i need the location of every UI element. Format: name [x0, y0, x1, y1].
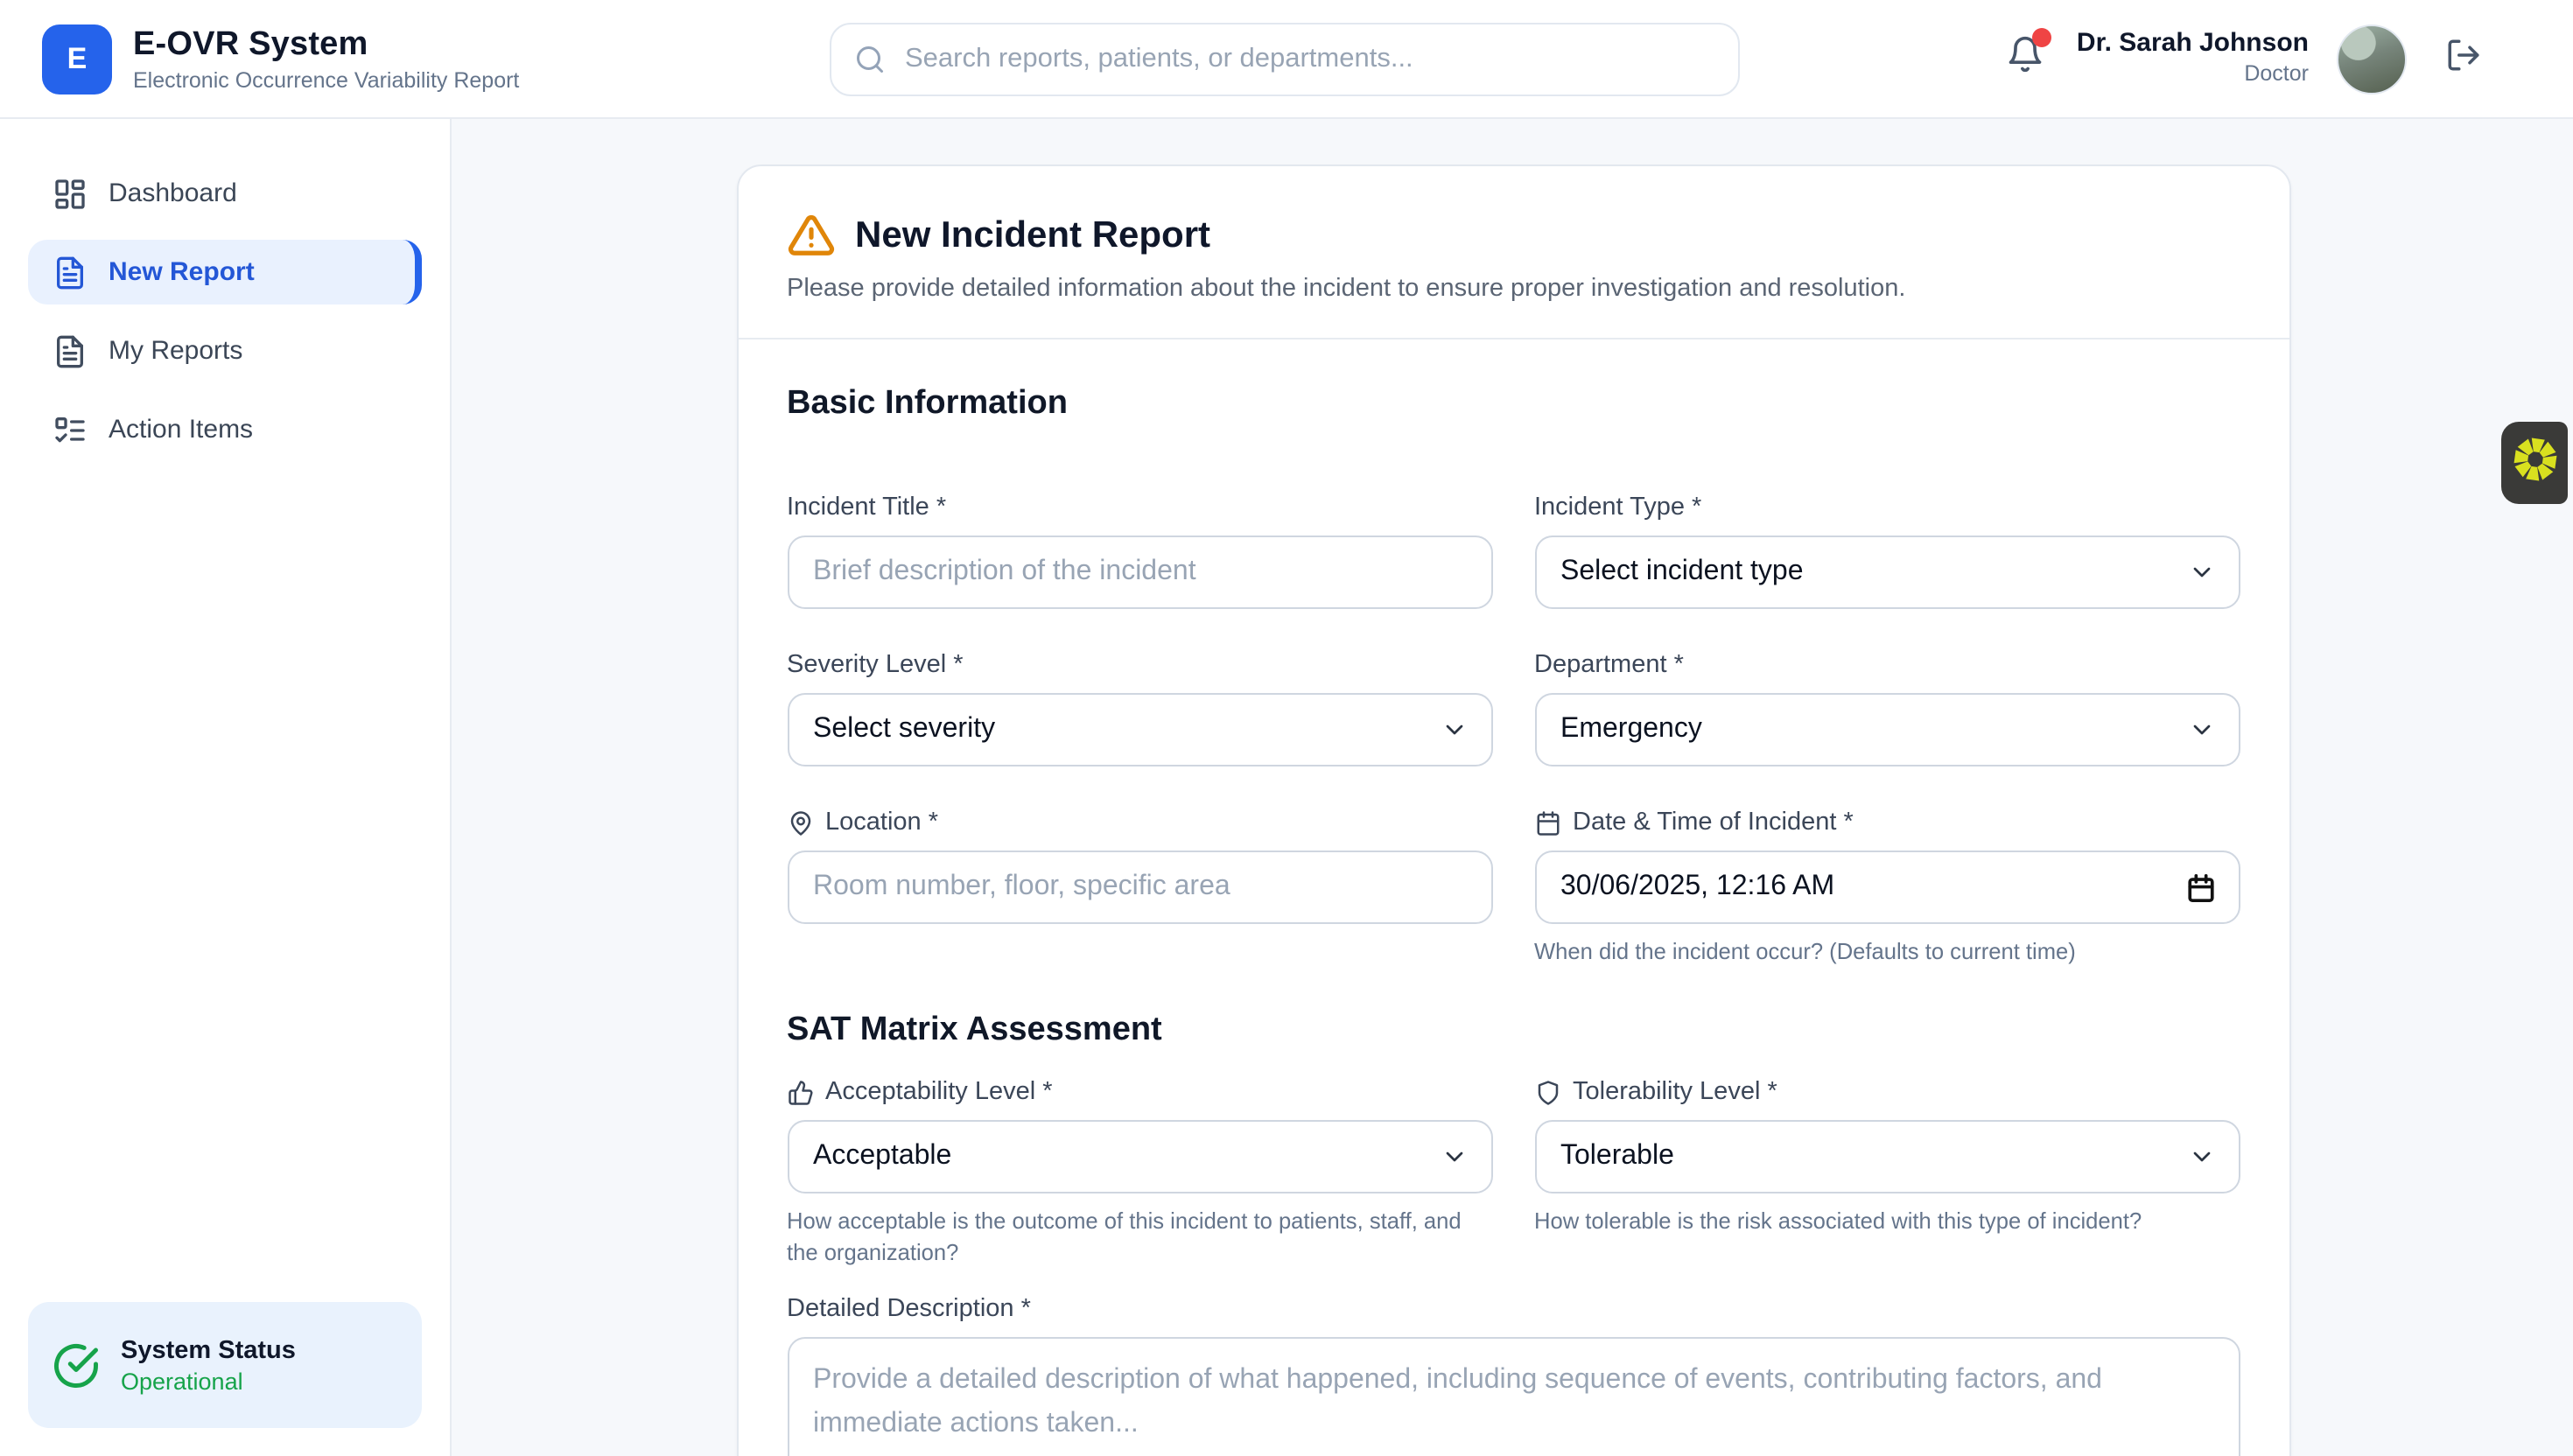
dashboard-icon — [53, 176, 88, 211]
thumbs-up-icon — [787, 1080, 813, 1106]
sat-matrix-grid: Acceptability Level * Acceptable How acc… — [787, 1079, 2240, 1267]
app-title: E-OVR System — [133, 25, 368, 62]
system-status-panel: System Status Operational — [28, 1302, 422, 1428]
description-textarea[interactable] — [787, 1336, 2240, 1456]
status-value: Operational — [121, 1368, 243, 1394]
incident-type-select[interactable]: Select incident type — [1534, 536, 2240, 609]
chevron-down-icon — [1440, 716, 1468, 744]
search-input[interactable] — [830, 22, 1740, 95]
chevron-down-icon — [2187, 1144, 2215, 1172]
section-heading-sat: SAT Matrix Assessment — [787, 1012, 1162, 1049]
file-text-icon — [53, 333, 88, 368]
field-datetime: Date & Time of Incident * 30/06/2025, 12… — [1534, 808, 2240, 967]
logout-icon — [2445, 36, 2482, 81]
brand-text: E-OVR System Electronic Occurrence Varia… — [133, 25, 519, 92]
status-title: System Status — [121, 1336, 296, 1364]
calendar-icon — [1534, 809, 1560, 836]
sidebar-item-label: My Reports — [109, 336, 243, 366]
acceptability-select[interactable]: Acceptable — [787, 1120, 1492, 1194]
location-input[interactable] — [787, 850, 1492, 924]
incident-type-value: Select incident type — [1560, 556, 1804, 586]
field-tolerability: Tolerability Level * Tolerable How toler… — [1534, 1079, 2240, 1237]
datetime-helper: When did the incident occur? (Defaults t… — [1534, 938, 2076, 964]
app-logo: E — [42, 24, 112, 94]
app-subtitle: Electronic Occurrence Variability Report — [133, 67, 520, 92]
page-subtitle: Please provide detailed information abou… — [787, 275, 1906, 303]
field-acceptability: Acceptability Level * Acceptable How acc… — [787, 1079, 1492, 1267]
file-text-icon — [53, 255, 88, 290]
severity-value: Select severity — [813, 714, 996, 744]
notifications-button[interactable] — [2003, 28, 2052, 89]
shield-icon — [1534, 1080, 1560, 1106]
sidebar-item-dashboard[interactable]: Dashboard — [28, 161, 422, 226]
user-role: Doctor — [2244, 61, 2309, 87]
basic-info-grid: Incident Title * Incident Type * Select … — [787, 494, 2240, 967]
warning-triangle-icon — [787, 212, 834, 259]
incident-title-input[interactable] — [787, 536, 1492, 609]
sidebar-item-action-items[interactable]: Action Items — [28, 397, 422, 462]
chevron-down-icon — [2187, 716, 2215, 744]
tolerability-select[interactable]: Tolerable — [1534, 1120, 2240, 1194]
sidebar: Dashboard New Report My Reports Action I… — [0, 119, 452, 1456]
calendar-picker-icon[interactable] — [2185, 872, 2215, 902]
sidebar-item-new-report[interactable]: New Report — [28, 240, 422, 304]
section-heading-basic: Basic Information — [787, 385, 1068, 422]
asterisk-icon — [2511, 435, 2558, 491]
acceptability-helper: How acceptable is the outcome of this in… — [787, 1208, 1462, 1265]
field-incident-title: Incident Title * — [787, 494, 1492, 609]
tolerability-value: Tolerable — [1560, 1141, 1674, 1172]
checklist-icon — [53, 412, 88, 447]
notification-dot — [2032, 28, 2052, 47]
sidebar-item-my-reports[interactable]: My Reports — [28, 318, 422, 383]
department-select[interactable]: Emergency — [1534, 693, 2240, 766]
header-search-area — [567, 22, 2002, 95]
department-label: Department * — [1534, 651, 1684, 679]
sidebar-item-label: Action Items — [109, 415, 254, 444]
department-value: Emergency — [1560, 714, 1702, 744]
user-name: Dr. Sarah Johnson — [2076, 28, 2309, 59]
map-pin-icon — [787, 809, 813, 836]
avatar[interactable] — [2337, 24, 2407, 94]
field-incident-type: Incident Type * Select incident type — [1534, 494, 2240, 609]
check-circle-icon — [53, 1341, 100, 1389]
acceptability-value: Acceptable — [813, 1141, 952, 1172]
app-header: E E-OVR System Electronic Occurrence Var… — [0, 0, 2573, 119]
user-info: Dr. Sarah Johnson Doctor — [2077, 29, 2309, 89]
search-icon — [854, 43, 886, 83]
field-severity: Severity Level * Select severity — [787, 651, 1492, 766]
datetime-value: 30/06/2025, 12:16 AM — [1560, 872, 1835, 901]
card-header: New Incident Report Please provide detai… — [738, 166, 2289, 340]
description-label: Detailed Description * — [787, 1294, 1031, 1323]
page-title: New Incident Report — [855, 214, 1211, 255]
header-actions: Dr. Sarah Johnson Doctor — [2002, 24, 2527, 94]
datetime-label: Date & Time of Incident * — [1534, 808, 2240, 836]
datetime-input[interactable]: 30/06/2025, 12:16 AM — [1534, 850, 2240, 924]
chevron-down-icon — [1440, 1144, 1468, 1172]
system-status-text: System Status Operational — [121, 1336, 296, 1394]
tolerability-label: Tolerability Level * — [1534, 1079, 2240, 1107]
location-label: Location * — [787, 808, 1492, 836]
sidebar-item-label: Dashboard — [109, 178, 237, 208]
assistant-widget-button[interactable] — [2501, 422, 2568, 504]
sidebar-item-label: New Report — [109, 257, 255, 287]
severity-label: Severity Level * — [787, 651, 964, 679]
chevron-down-icon — [2187, 558, 2215, 586]
incident-type-label: Incident Type * — [1534, 494, 1702, 522]
field-department: Department * Emergency — [1534, 651, 2240, 766]
incident-title-label: Incident Title * — [787, 494, 947, 522]
brand: E E-OVR System Electronic Occurrence Var… — [42, 24, 567, 94]
tolerability-helper: How tolerable is the risk associated wit… — [1534, 1208, 2142, 1235]
logo-letter: E — [67, 41, 88, 74]
field-location: Location * — [787, 808, 1492, 924]
main-content: New Incident Report Please provide detai… — [453, 119, 2573, 1456]
field-description: Detailed Description * — [787, 1295, 2240, 1456]
severity-select[interactable]: Select severity — [787, 693, 1492, 766]
acceptability-label: Acceptability Level * — [787, 1079, 1492, 1107]
form-body: Basic Information Incident Title * Incid… — [738, 340, 2289, 1456]
logout-button[interactable] — [2438, 29, 2489, 88]
incident-report-card: New Incident Report Please provide detai… — [736, 164, 2290, 1456]
bell-icon — [2007, 35, 2045, 82]
